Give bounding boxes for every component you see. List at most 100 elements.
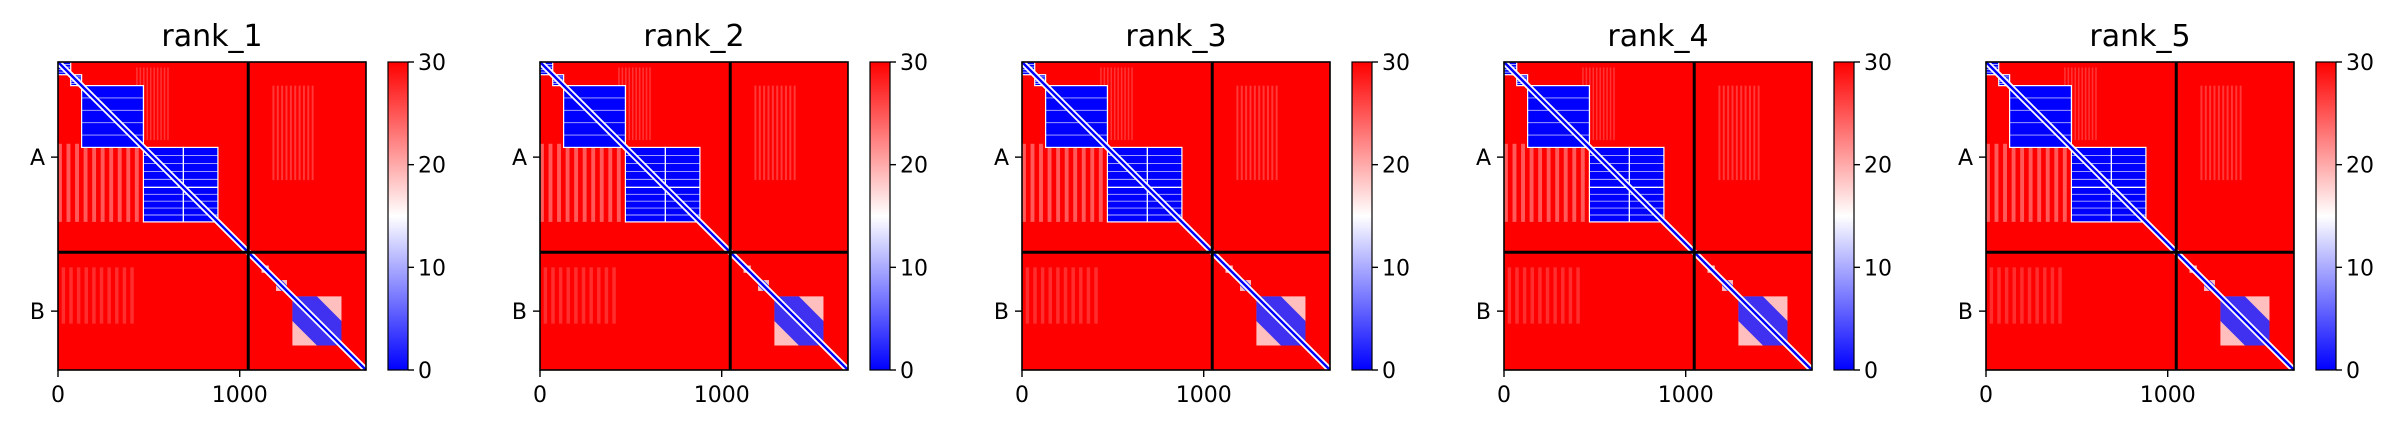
colorbar-tick-label: 30 — [900, 51, 928, 76]
colorbar-tick-label: 10 — [2346, 256, 2374, 281]
heatmap-stripe — [1253, 85, 1256, 181]
heatmap-stripe — [1086, 267, 1091, 324]
heatmap-stripe — [130, 267, 134, 324]
heatmap-stripe — [1735, 85, 1738, 181]
x-tick-label: 1000 — [694, 383, 750, 408]
heatmap-stripe — [1538, 143, 1543, 222]
heatmap-stripe — [1538, 267, 1542, 324]
heatmap-stripe — [1258, 85, 1261, 181]
heatmap-stripe — [2020, 267, 2024, 324]
heatmap-stripe — [2020, 143, 2025, 222]
y-tick-label: A — [1476, 146, 1491, 171]
heatmap-stripe — [276, 85, 279, 181]
heatmap-stripe — [604, 267, 609, 324]
x-tick-label: 0 — [1979, 383, 1993, 408]
heatmap-stripe — [574, 143, 579, 222]
colorbar-tick-label: 0 — [1382, 359, 1396, 384]
heatmap-stripe — [1997, 267, 2001, 324]
heatmap-stripe — [642, 67, 644, 141]
heatmap-stripe — [1275, 85, 1278, 181]
axes-frame — [1021, 61, 1331, 371]
heatmap-stripe — [2012, 267, 2016, 324]
colorbar-tick-label: 30 — [418, 51, 446, 76]
heatmap-stripe — [2077, 67, 2080, 141]
colorbar-tick-label: 20 — [900, 154, 928, 179]
heatmap-stripe — [2027, 267, 2032, 324]
x-tick-label: 1000 — [2140, 383, 2196, 408]
heatmap-stripe — [75, 143, 79, 222]
heatmap-stripe — [2004, 267, 2009, 324]
heatmap-stripe — [281, 85, 284, 181]
heatmap-stripe — [758, 85, 761, 181]
heatmap-stripe — [543, 267, 548, 324]
heatmap-stripe — [763, 85, 766, 181]
heatmap-stripe — [631, 67, 634, 141]
heatmap-stripe — [1131, 67, 1133, 141]
colorbar-tick-label: 30 — [1382, 51, 1410, 76]
heatmap-stripe — [1757, 85, 1760, 181]
heatmap-stripe — [1039, 143, 1043, 222]
heatmap-stripe — [307, 85, 310, 181]
heatmap-stripe — [2028, 143, 2033, 222]
heatmap-stripe — [1245, 85, 1248, 181]
heatmap-stripe — [649, 67, 651, 141]
x-tick-label: 1000 — [212, 383, 268, 408]
heatmap-stripe — [597, 267, 601, 324]
heatmap-stripe — [1090, 143, 1095, 222]
heatmap-stripe — [1718, 85, 1721, 181]
domain-block — [2110, 146, 2147, 188]
heatmap-stripe — [1063, 267, 1068, 324]
heatmap-panel-1: rank_1 0 1000 A B 0 10 20 30 — [30, 19, 446, 408]
colorbar — [2315, 61, 2337, 371]
heatmap-stripe — [153, 67, 155, 141]
heatmap-stripe — [1561, 267, 1565, 324]
heatmap-stripe — [2035, 267, 2039, 324]
domain-block — [1588, 186, 1630, 223]
heatmap-stripe — [1521, 143, 1525, 222]
x-tick-label: 0 — [1015, 383, 1029, 408]
heatmap-stripe — [635, 67, 637, 141]
colorbar-tick-label: 20 — [1382, 154, 1410, 179]
heatmap-stripe — [1266, 85, 1269, 181]
domain-block — [142, 186, 184, 223]
heatmap-stripe — [2200, 85, 2203, 181]
diagonal-line — [1985, 61, 2295, 371]
heatmap-stripe — [616, 143, 621, 222]
y-tick-label: A — [1958, 146, 1973, 171]
heatmap-stripe — [2209, 85, 2212, 181]
heatmap-stripe — [1731, 85, 1734, 181]
heatmap-stripe — [1110, 67, 1113, 141]
panel-title: rank_4 — [1607, 19, 1708, 54]
heatmap-stripe — [311, 85, 314, 181]
axes-frame — [1985, 61, 2295, 371]
heatmap-stripe — [1124, 67, 1126, 141]
heatmap-stripe — [551, 267, 555, 324]
heatmap-stripe — [61, 267, 66, 324]
heatmap-stripe — [1580, 143, 1585, 222]
domain-block — [664, 146, 701, 188]
heatmap-stripe — [1262, 85, 1265, 181]
y-tick-label: A — [512, 146, 527, 171]
heatmap-stripe — [1568, 267, 1573, 324]
y-tick-label: A — [994, 146, 1009, 171]
heatmap-stripe — [58, 143, 62, 222]
heatmap-stripe — [1529, 143, 1534, 222]
heatmap-stripe — [1727, 85, 1730, 181]
colorbar-tick-label: 10 — [900, 256, 928, 281]
domain-block — [2070, 186, 2112, 223]
heatmap-stripe — [2230, 85, 2233, 181]
heatmap-stripe — [285, 85, 288, 181]
colorbar-tick-label: 0 — [1864, 359, 1878, 384]
heatmap-stripe — [2088, 67, 2090, 141]
heatmap-stripe — [156, 67, 159, 141]
heatmap-stripe — [2081, 67, 2083, 141]
heatmap-stripe — [2222, 85, 2225, 181]
axes-frame — [539, 61, 849, 371]
heatmap-stripe — [1592, 67, 1595, 141]
heatmap-stripe — [558, 267, 563, 324]
heatmap-stripe — [608, 143, 613, 222]
heatmap-stripe — [1048, 267, 1052, 324]
heatmap-stripe — [289, 85, 292, 181]
domain-block — [624, 186, 666, 223]
heatmap-stripe — [574, 267, 578, 324]
